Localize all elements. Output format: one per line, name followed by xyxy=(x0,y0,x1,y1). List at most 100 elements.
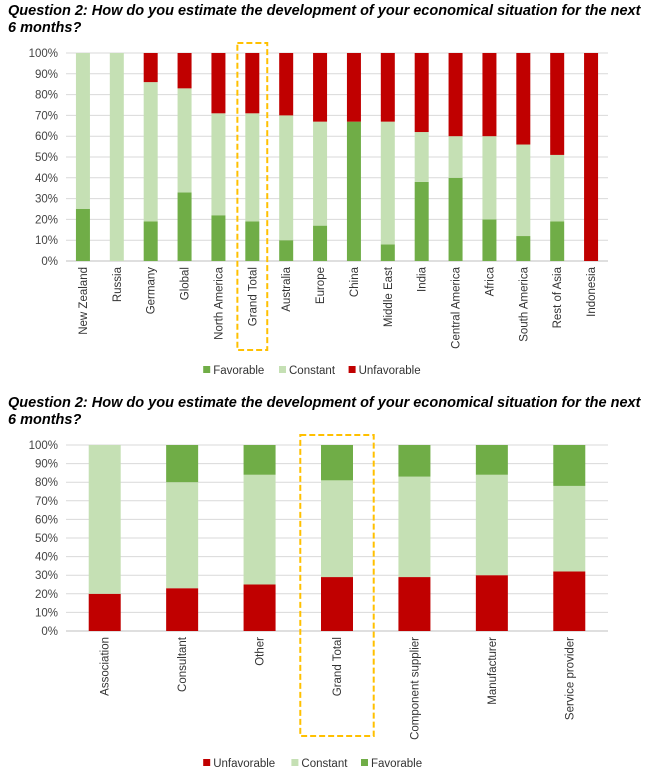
bar-constant-germany xyxy=(143,82,158,222)
bar-constant-australia xyxy=(279,115,294,241)
bar-constant-global xyxy=(177,88,192,193)
bar-constant-middle-east xyxy=(380,121,395,245)
bar-favorable-other xyxy=(243,445,276,475)
bar-unfavorable-global xyxy=(177,53,192,89)
bar-unfavorable-australia xyxy=(279,53,294,116)
legend-label-unfavorable: Unfavorable xyxy=(213,758,275,770)
bar-unfavorable-rest-of-asia xyxy=(550,53,565,155)
bar-constant-russia xyxy=(109,53,124,261)
category-label-rest-of-asia: Rest of Asia xyxy=(552,266,564,328)
bar-constant-europe xyxy=(313,121,328,226)
bar-favorable-service-provider xyxy=(553,445,586,486)
bar-favorable-australia xyxy=(279,240,294,261)
y-tick-label: 80% xyxy=(35,477,58,489)
bar-favorable-global xyxy=(177,192,192,261)
y-tick-label: 70% xyxy=(35,110,58,122)
y-tick-label: 70% xyxy=(35,496,58,508)
category-label-india: India xyxy=(417,266,429,292)
category-label-central-america: Central America xyxy=(451,266,463,348)
bar-unfavorable-germany xyxy=(143,53,158,83)
category-label-australia: Australia xyxy=(281,266,293,311)
y-tick-label: 40% xyxy=(35,552,58,564)
bar-constant-consultant xyxy=(166,482,199,589)
category-label-association: Association xyxy=(100,637,112,696)
category-label-south-america: South America xyxy=(518,266,530,341)
bar-favorable-africa xyxy=(482,219,497,261)
bar-favorable-new-zealand xyxy=(75,209,90,261)
bar-favorable-component-supplier xyxy=(398,445,431,477)
bar-unfavorable-europe xyxy=(313,53,328,122)
bar-favorable-manufacturer xyxy=(475,445,508,475)
bar-unfavorable-indonesia xyxy=(584,53,599,261)
bar-unfavorable-north-america xyxy=(211,53,226,114)
legend-label-constant: Constant xyxy=(301,758,348,770)
highlight-box xyxy=(299,434,375,737)
bar-constant-grand-total xyxy=(245,113,260,222)
category-label-germany: Germany xyxy=(146,267,158,315)
category-label-grand-total: Grand Total xyxy=(332,637,344,696)
category-label-global: Global xyxy=(180,267,192,300)
bar-unfavorable-middle-east xyxy=(380,53,395,122)
y-tick-label: 20% xyxy=(35,589,58,601)
bar-unfavorable-consultant xyxy=(166,588,199,631)
bar-constant-new-zealand xyxy=(75,53,90,209)
bar-favorable-china xyxy=(346,121,361,261)
category-label-middle-east: Middle East xyxy=(383,266,395,327)
y-tick-label: 60% xyxy=(35,131,58,143)
bar-constant-africa xyxy=(482,136,497,220)
bar-unfavorable-india xyxy=(414,53,429,133)
category-label-new-zealand: New Zealand xyxy=(78,267,90,335)
bar-constant-service-provider xyxy=(553,485,586,572)
bar-favorable-middle-east xyxy=(380,244,395,261)
bar-constant-north-america xyxy=(211,113,226,216)
bar-favorable-grand-total xyxy=(245,221,260,261)
category-label-russia: Russia xyxy=(112,266,124,302)
category-label-component-supplier: Component supplier xyxy=(409,637,421,740)
bar-unfavorable-africa xyxy=(482,53,497,137)
y-tick-label: 100% xyxy=(29,48,58,60)
y-tick-label: 100% xyxy=(29,440,58,452)
bar-favorable-north-america xyxy=(211,215,226,261)
bar-favorable-rest-of-asia xyxy=(550,221,565,261)
legend-label-favorable: Favorable xyxy=(371,758,422,770)
bar-favorable-central-america xyxy=(448,177,463,261)
bar-constant-south-america xyxy=(516,144,531,237)
category-label-manufacturer: Manufacturer xyxy=(487,637,499,705)
bar-favorable-germany xyxy=(143,221,158,261)
bar-constant-rest-of-asia xyxy=(550,154,565,222)
bar-constant-grand-total xyxy=(321,480,353,578)
y-tick-label: 50% xyxy=(35,152,58,164)
bar-constant-association xyxy=(88,445,121,594)
legend-swatch-unfavorable xyxy=(348,366,356,373)
bar-favorable-grand-total xyxy=(321,445,353,481)
legend-label-favorable: Favorable xyxy=(213,365,264,377)
category-label-africa: Africa xyxy=(484,266,496,296)
y-tick-label: 90% xyxy=(35,459,58,471)
legend-swatch-constant xyxy=(279,366,286,373)
bar-unfavorable-grand-total xyxy=(245,53,260,114)
bar-unfavorable-manufacturer xyxy=(475,575,508,631)
category-label-grand-total: Grand Total xyxy=(247,267,259,326)
legend: Unfavorable Constant Favorable xyxy=(203,758,422,770)
bar-favorable-consultant xyxy=(166,445,199,483)
chart2-question: Question 2: How do you estimate the deve… xyxy=(8,395,641,428)
bar-constant-component-supplier xyxy=(398,476,431,578)
bar-favorable-india xyxy=(414,181,429,261)
y-tick-label: 50% xyxy=(35,533,58,545)
bar-unfavorable-other xyxy=(243,584,276,631)
y-tick-label: 80% xyxy=(35,90,58,102)
bar-favorable-europe xyxy=(313,225,328,261)
category-label-consultant: Consultant xyxy=(177,636,189,692)
y-tick-label: 10% xyxy=(35,607,58,619)
bar-unfavorable-component-supplier xyxy=(398,577,431,631)
category-label-other: Other xyxy=(255,637,267,666)
y-tick-label: 0% xyxy=(41,256,58,268)
legend-swatch-unfavorable xyxy=(203,759,211,766)
y-tick-label: 30% xyxy=(35,570,58,582)
legend-label-unfavorable: Unfavorable xyxy=(359,365,421,377)
bar-constant-india xyxy=(414,132,429,182)
legend-swatch-constant xyxy=(291,759,299,766)
category-label-china: China xyxy=(349,266,361,297)
bar-unfavorable-central-america xyxy=(448,53,463,137)
